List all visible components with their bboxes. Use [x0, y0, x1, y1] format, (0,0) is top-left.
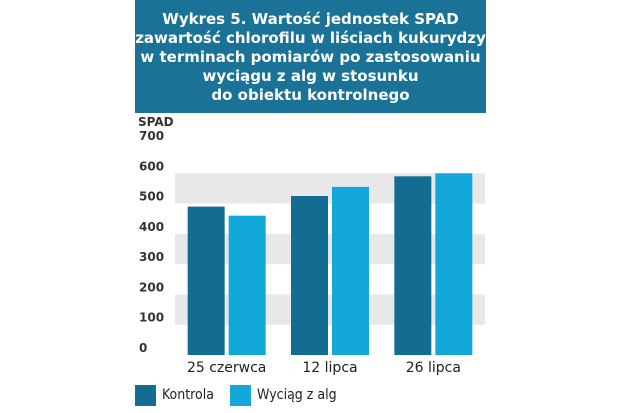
spad-bar-chart: 0 100 200 300 400 500 600 700 25 czerwca 12 lipc…	[138, 115, 485, 376]
bar-wyciag	[228, 215, 266, 355]
chart-title: Wykres 5. Wartość jednostek SPAD (zawart…	[128, 0, 493, 113]
y-tick-label: 300	[139, 250, 164, 264]
grid-band	[175, 233, 485, 265]
y-tick-label: 0	[139, 341, 147, 355]
chart-title-line-1: Wykres 5. Wartość jednostek SPAD	[162, 10, 459, 28]
x-tick-label: 26 lipca	[406, 360, 461, 376]
y-tick-label: 400	[139, 220, 164, 234]
legend-item-kontrola: Kontrola	[135, 384, 214, 406]
bar-kontrola	[291, 196, 328, 355]
legend-swatch-kontrola	[135, 384, 156, 406]
legend-item-wyciag: Wyciąg z alg	[229, 384, 337, 406]
y-tick-label: 600	[139, 159, 164, 173]
y-tick-label: 700	[139, 129, 164, 143]
y-axis-ticks: 0 100 200 300 400 500 600 700	[139, 129, 164, 355]
bar-wyciag	[435, 173, 473, 355]
x-tick-label: 12 lipca	[302, 360, 357, 376]
bar-wyciag	[332, 186, 369, 355]
x-tick-label: 25 czerwca	[187, 360, 266, 376]
y-tick-label: 100	[139, 311, 164, 325]
grid-band	[175, 294, 485, 325]
legend-label-wyciag: Wyciąg z alg	[256, 387, 337, 403]
bar-kontrola	[187, 206, 225, 355]
grid-band	[175, 173, 485, 204]
y-tick-label: 200	[139, 280, 164, 294]
bar-kontrola	[394, 176, 432, 355]
legend-label-kontrola: Kontrola	[162, 387, 214, 403]
legend-swatch-wyciag	[229, 384, 251, 406]
x-axis-ticks: 25 czerwca 12 lipca 26 lipca	[187, 360, 461, 376]
chart-title-line-4: wyciągu z alg w stosunku	[202, 67, 419, 85]
y-tick-label: 500	[139, 190, 164, 204]
chart-title-line-2: (zawartość chlorofilu w liściach kukuryd…	[128, 29, 493, 47]
chart-title-line-3: w terminach pomiarów po zastosowaniu	[140, 48, 481, 66]
bars	[187, 173, 473, 355]
chart-title-line-5: do obiektu kontrolnego	[211, 86, 410, 104]
legend: Kontrola Wyciąg z alg	[135, 383, 353, 407]
grid-bands	[175, 173, 485, 325]
y-axis-label: SPAD	[138, 115, 174, 129]
